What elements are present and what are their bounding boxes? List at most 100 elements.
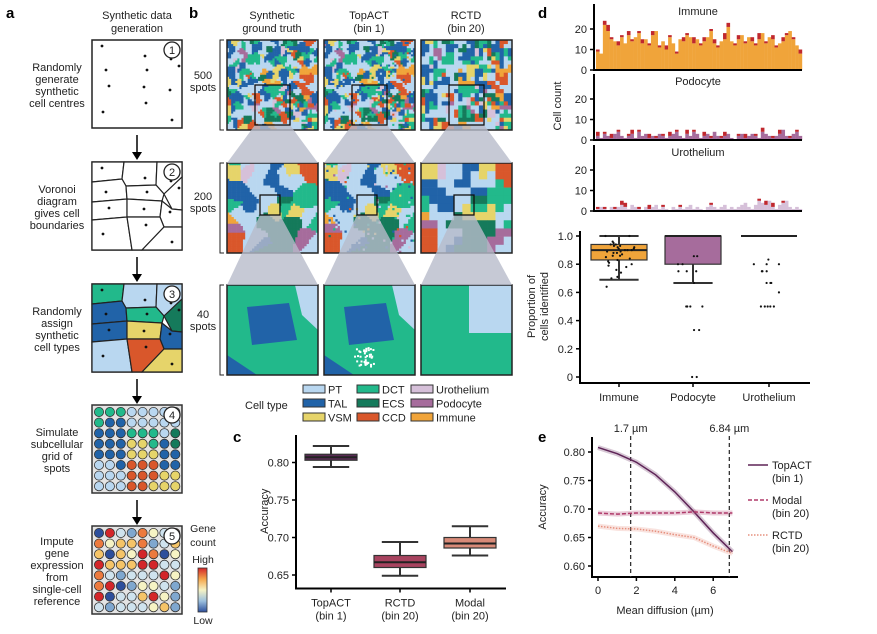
- step-text: cell centres: [29, 98, 85, 110]
- spot: [104, 417, 115, 428]
- spot: [104, 602, 115, 613]
- bar-highlight: [692, 37, 696, 44]
- bar-highlight: [750, 37, 755, 42]
- bar-highlight: [723, 131, 727, 136]
- spot: [137, 559, 148, 570]
- step-text: Simulate: [36, 427, 79, 439]
- legend-item-urothelium: Urothelium: [410, 384, 489, 397]
- x-tick-label: 2: [633, 585, 639, 597]
- spot: [115, 406, 126, 417]
- spot: [115, 538, 126, 549]
- y-axis-label: Proportion of: [526, 274, 538, 338]
- spot: [148, 602, 159, 613]
- bar: [685, 133, 689, 140]
- spot: [137, 406, 148, 417]
- bar: [633, 137, 638, 140]
- spot: [148, 549, 159, 560]
- bar: [760, 131, 765, 140]
- bar: [733, 208, 737, 211]
- bar: [681, 41, 686, 70]
- bar: [795, 45, 799, 70]
- bar: [599, 206, 604, 211]
- bar: [753, 135, 758, 140]
- bar: [688, 135, 693, 140]
- bar-highlight: [661, 204, 665, 207]
- cell-centre: [104, 312, 108, 316]
- bar: [753, 45, 758, 70]
- bar: [681, 208, 686, 211]
- bar-highlight: [716, 45, 720, 48]
- spot: [126, 449, 137, 460]
- bar: [709, 31, 713, 70]
- panel-a-title-line2: generation: [111, 23, 163, 35]
- y-axis-label: Accuracy: [259, 488, 271, 534]
- bar-highlight: [685, 33, 689, 36]
- bar: [774, 135, 779, 140]
- bar: [681, 137, 686, 140]
- spot: [159, 570, 170, 581]
- column-title-topact-1: TopACT: [349, 10, 389, 22]
- bar: [685, 35, 689, 70]
- data-point: [619, 244, 622, 247]
- x-tick-label: RCTD: [385, 598, 416, 610]
- legend-label: (bin 20): [772, 543, 809, 555]
- legend-label: (bin 20): [772, 508, 809, 520]
- legend-item-podocyte: Podocyte: [410, 398, 482, 411]
- data-point: [626, 249, 629, 252]
- bar: [620, 135, 624, 140]
- data-point: [630, 263, 633, 266]
- bar: [623, 43, 628, 70]
- bar-highlight: [733, 43, 737, 46]
- legend-item-dct: DCT: [356, 384, 405, 397]
- bar: [657, 133, 662, 140]
- bar: [664, 208, 669, 211]
- bar-highlight: [736, 35, 741, 40]
- y-axis-label: Accuracy: [537, 484, 549, 530]
- bar: [723, 204, 727, 211]
- spot: [159, 581, 170, 592]
- bar: [764, 43, 768, 70]
- zoom-region: [259, 194, 281, 216]
- legend-label: TAL: [328, 399, 347, 411]
- bar-highlight: [685, 129, 689, 134]
- spot: [137, 438, 148, 449]
- data-point: [676, 263, 680, 266]
- bar: [795, 206, 799, 211]
- arrow-head-icon: [132, 274, 142, 282]
- bar: [626, 208, 631, 211]
- voronoi-cell: [140, 348, 183, 373]
- subplot-title: Immune: [678, 6, 718, 18]
- zoom-region: [448, 84, 485, 126]
- reference-line-label: 1.7 µm: [614, 423, 648, 435]
- bar: [640, 43, 645, 70]
- cell-centre: [168, 332, 172, 336]
- step-text: generate: [35, 74, 78, 86]
- step-text: cell types: [34, 342, 80, 354]
- column-title-topact-2: (bin 1): [353, 23, 384, 35]
- spot: [115, 559, 126, 570]
- data-point: [696, 255, 699, 258]
- bar-highlight: [699, 43, 703, 46]
- cell-centre: [142, 85, 146, 89]
- step-text: Randomly: [32, 62, 82, 74]
- gene-count-title-line2: count: [190, 537, 216, 549]
- bar-subplot-immune: 0 10 20 Immune: [575, 4, 803, 77]
- cell-centre: [101, 232, 105, 236]
- bar-highlight: [650, 31, 655, 36]
- zoom-region: [254, 84, 291, 126]
- bar: [767, 135, 772, 140]
- bar-highlight: [613, 206, 617, 209]
- arrow-head-icon: [132, 152, 142, 160]
- bar-highlight: [743, 41, 748, 44]
- bar: [640, 135, 645, 140]
- bar: [702, 41, 707, 70]
- gene-count-low-label: Low: [193, 615, 213, 627]
- bar: [630, 41, 634, 70]
- panel-d: d Cell count 0 10 20 Immune 0 10 20 Podocyte 0 10 2…: [526, 4, 810, 404]
- bar-highlight: [774, 45, 779, 48]
- spot: [148, 428, 159, 439]
- bar: [674, 208, 679, 211]
- row-bracket: [219, 39, 224, 131]
- series-rctd: RCTD(bin 20): [597, 523, 809, 556]
